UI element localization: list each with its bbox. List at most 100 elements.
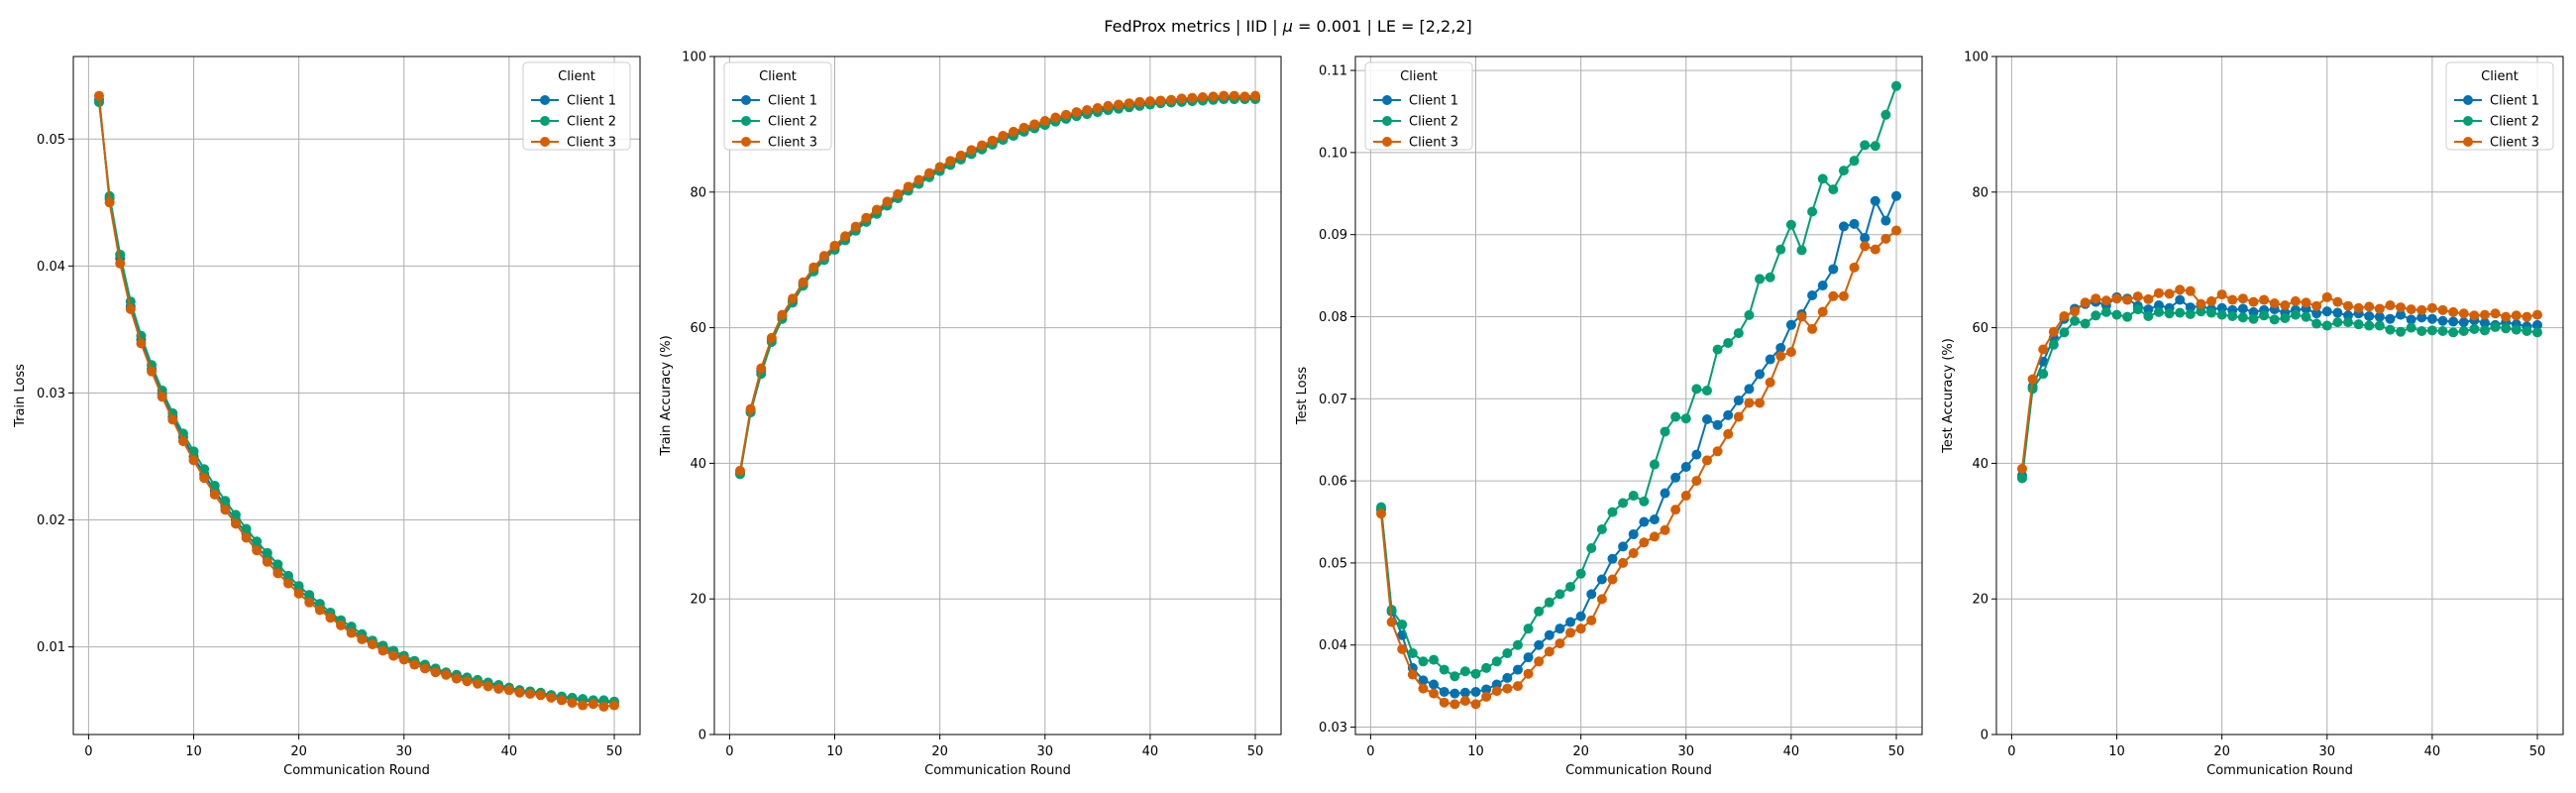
data-point bbox=[2301, 311, 2311, 322]
data-point bbox=[419, 663, 430, 674]
data-point bbox=[2426, 302, 2437, 313]
data-point bbox=[1449, 699, 1460, 710]
data-point bbox=[2342, 310, 2353, 321]
data-point bbox=[2153, 287, 2164, 298]
data-point bbox=[2511, 324, 2522, 335]
legend-marker bbox=[2463, 116, 2473, 126]
legend-marker bbox=[540, 95, 550, 105]
data-point bbox=[2364, 301, 2375, 312]
data-point bbox=[1860, 140, 1871, 151]
x-tick-label: 40 bbox=[1142, 744, 1159, 759]
data-point bbox=[2196, 306, 2206, 317]
data-point bbox=[1555, 638, 1565, 649]
data-point bbox=[2522, 311, 2532, 322]
x-axis-label: Communication Round bbox=[283, 763, 430, 778]
data-point bbox=[2290, 295, 2301, 306]
data-point bbox=[2532, 319, 2542, 330]
data-point bbox=[1155, 95, 1166, 106]
data-point bbox=[1544, 597, 1555, 608]
data-point bbox=[1785, 347, 1796, 358]
data-point bbox=[252, 536, 263, 547]
data-point bbox=[252, 545, 263, 556]
data-point bbox=[1071, 107, 1082, 118]
data-point bbox=[903, 181, 913, 192]
data-point bbox=[1755, 274, 1766, 284]
data-point bbox=[357, 633, 368, 644]
x-tick-label: 0 bbox=[2007, 744, 2015, 759]
data-point bbox=[2248, 306, 2259, 317]
data-point bbox=[1596, 523, 1607, 534]
data-point bbox=[1838, 290, 1849, 301]
legend-marker bbox=[2463, 95, 2473, 105]
data-point bbox=[1639, 496, 1650, 507]
data-point bbox=[546, 692, 557, 703]
data-point bbox=[1449, 688, 1460, 699]
legend-box bbox=[522, 61, 631, 151]
data-point bbox=[430, 667, 441, 678]
data-point bbox=[409, 659, 420, 670]
data-point bbox=[1459, 666, 1470, 677]
data-point bbox=[2111, 309, 2122, 320]
data-point bbox=[1785, 219, 1796, 230]
data-point bbox=[1386, 605, 1397, 616]
data-point bbox=[2111, 293, 2122, 304]
data-point bbox=[1439, 664, 1449, 675]
axes-frame bbox=[72, 56, 641, 736]
data-point bbox=[945, 156, 956, 167]
data-point bbox=[2406, 322, 2416, 333]
data-point bbox=[1470, 668, 1481, 679]
data-point bbox=[336, 620, 347, 630]
data-point bbox=[462, 676, 473, 687]
data-point bbox=[1712, 344, 1723, 355]
data-point bbox=[1849, 262, 1860, 273]
x-tick-label: 0 bbox=[725, 744, 733, 759]
data-point bbox=[2501, 323, 2512, 334]
data-point bbox=[2038, 369, 2049, 380]
data-point bbox=[2532, 309, 2542, 320]
legend-label: Client 2 bbox=[768, 115, 817, 130]
data-point bbox=[199, 464, 210, 475]
y-tick-label: 40 bbox=[1972, 457, 1988, 472]
legend-label: Client 2 bbox=[567, 115, 616, 130]
data-point bbox=[2353, 319, 2364, 330]
data-point bbox=[1555, 589, 1565, 600]
data-point bbox=[2017, 463, 2027, 474]
axes-frame bbox=[713, 56, 1282, 736]
data-point bbox=[2396, 309, 2407, 320]
data-point bbox=[1691, 449, 1702, 460]
legend-title: Client bbox=[2481, 69, 2519, 84]
data-point bbox=[2216, 302, 2227, 313]
data-point bbox=[1596, 594, 1607, 605]
y-axis-label: Train Accuracy (%) bbox=[659, 335, 674, 456]
figure-title-suffix: = 0.001 | LE = [2,2,2] bbox=[1293, 17, 1472, 36]
y-tick-label: 40 bbox=[690, 457, 706, 472]
data-point bbox=[1429, 679, 1440, 690]
data-point bbox=[1723, 428, 1734, 439]
data-point bbox=[1628, 491, 1639, 502]
data-point bbox=[293, 581, 304, 592]
figure-title-prefix: FedProx metrics | IID | bbox=[1104, 17, 1283, 36]
data-point bbox=[1512, 681, 1523, 692]
data-point bbox=[2153, 306, 2164, 317]
data-point bbox=[1723, 409, 1734, 420]
subplot-1: 0 10 20 30 40 50 0.01 0.02 0.03 0.04 0.05 Communica… bbox=[13, 56, 641, 778]
data-point bbox=[1807, 323, 1818, 334]
series-client-1 bbox=[1376, 190, 1901, 699]
data-point bbox=[1197, 92, 1208, 103]
data-point bbox=[1691, 476, 1702, 487]
data-point bbox=[1775, 351, 1786, 362]
data-point bbox=[556, 695, 567, 706]
data-point bbox=[157, 392, 167, 402]
data-point bbox=[1838, 166, 1849, 176]
data-point bbox=[1523, 652, 1534, 663]
data-point bbox=[1376, 509, 1386, 519]
axes-frame bbox=[1995, 56, 2564, 736]
data-point bbox=[1680, 491, 1691, 502]
data-point bbox=[2070, 315, 2081, 326]
data-point bbox=[1176, 93, 1187, 104]
data-point bbox=[1565, 627, 1576, 638]
data-point bbox=[2501, 311, 2512, 322]
data-point bbox=[1019, 122, 1029, 133]
